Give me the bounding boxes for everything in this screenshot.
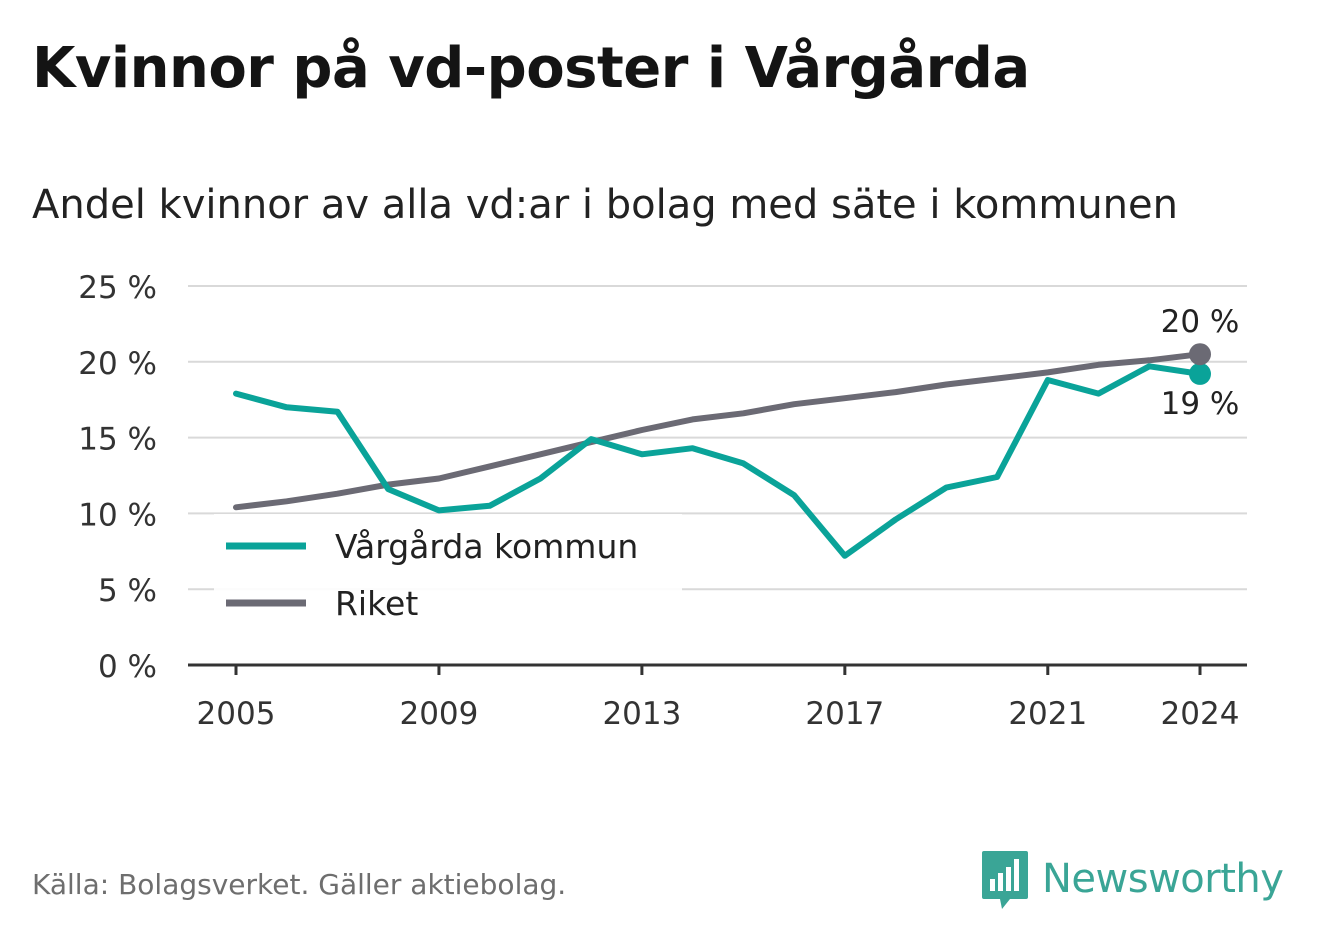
x-tick-label: 2013 <box>602 696 681 732</box>
end-marker <box>1189 362 1211 385</box>
x-tick-label: 2021 <box>1008 696 1087 732</box>
y-tick-label: 5 % <box>98 573 157 609</box>
y-tick-label: 25 % <box>78 270 157 306</box>
y-tick-label: 10 % <box>78 497 157 533</box>
y-tick-label: 0 % <box>98 649 157 685</box>
end-label: 19 % <box>1161 386 1240 422</box>
x-tick-label: 2009 <box>399 696 478 732</box>
legend-box <box>214 514 682 656</box>
y-tick-label: 20 % <box>78 346 157 382</box>
x-tick-label: 2005 <box>197 696 276 732</box>
end-label: 20 % <box>1161 304 1240 340</box>
legend-label: Vårgårda kommun <box>335 527 638 566</box>
brand-logo: Newsworthy <box>980 848 1284 910</box>
source-note: Källa: Bolagsverket. Gäller aktiebolag. <box>32 868 567 901</box>
legend-label: Riket <box>335 584 418 623</box>
x-tick-label: 2024 <box>1161 696 1240 732</box>
bar-chart-speech-bubble-icon <box>982 851 1028 909</box>
brand-name: Newsworthy <box>1042 856 1284 902</box>
chart-subtitle: Andel kvinnor av alla vd:ar i bolag med … <box>32 182 1178 228</box>
y-tick-label: 15 % <box>78 422 157 458</box>
end-marker <box>1189 343 1211 366</box>
chart-title: Kvinnor på vd-poster i Vårgårda <box>32 36 1030 101</box>
series-line <box>233 351 1203 511</box>
series-line <box>233 363 1203 559</box>
x-tick-label: 2017 <box>805 696 884 732</box>
